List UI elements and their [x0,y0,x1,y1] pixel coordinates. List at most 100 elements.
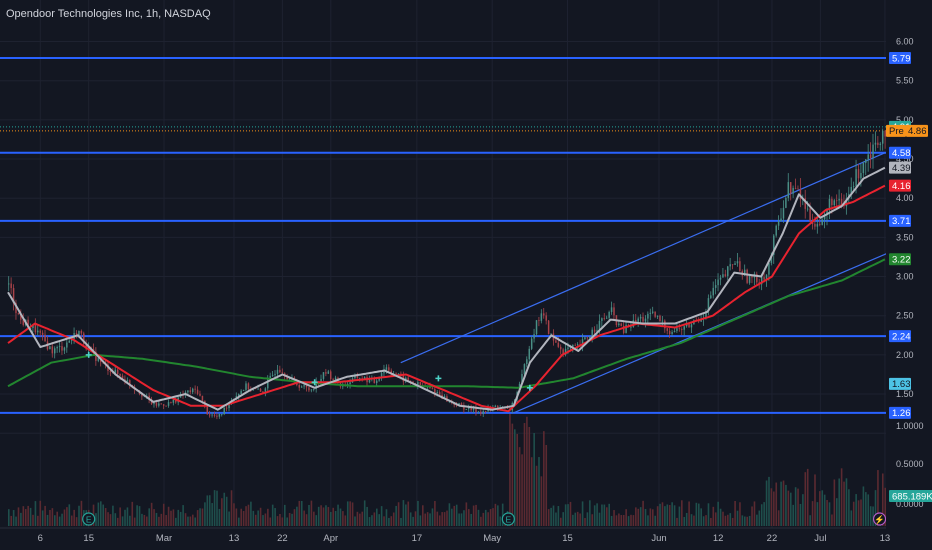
candle-body [470,406,472,411]
candle-body [397,373,400,375]
volume-bar [446,510,448,526]
volume-bar [162,503,165,526]
price-badge-label: 685.189K [892,491,932,502]
time-axis-tick-label: 12 [713,533,724,544]
candle-body [334,377,337,380]
volume-bar [116,517,119,526]
candle-body [700,319,702,322]
candle-body [877,142,879,145]
volume-bar [12,510,15,526]
volume-bar [714,512,717,526]
candle-body [678,328,681,330]
candle-body [826,210,828,215]
candle-body [15,303,17,314]
candle-body [438,392,441,395]
candle-body [562,349,564,355]
volume-bar [671,502,673,526]
volume-bar [126,507,129,526]
horizontal-levels[interactable] [0,57,886,414]
volume-bar [397,502,400,526]
volume-bar [806,468,809,526]
volume-bar [296,506,298,526]
candle-body [668,330,671,334]
candle-body [855,169,857,187]
candle-body [506,407,509,409]
candle-body [596,330,598,332]
candle-body [862,162,865,174]
volume-bar [451,508,453,526]
volume-bar [175,517,177,526]
candle-body [867,154,869,160]
volume-bar [337,504,339,526]
price-axis[interactable]: 6.00 5.50 5.00 4.50 4.00 3.50 3.00 2.50 2.00 1.50… [886,0,932,550]
volume-bar [288,512,291,526]
candle-body [378,378,380,381]
candle-body [37,330,39,333]
volume-bar [155,512,158,526]
volume-bar [133,517,136,526]
volume-bar [66,507,68,526]
candle-body [175,399,177,403]
volume-bar [543,431,545,526]
candle-body [852,186,855,187]
candle-body [223,407,225,415]
volume-bar [729,513,732,526]
price-axis-tick-label: 2.50 [896,311,914,321]
volume-bar [848,489,850,526]
candle-body [221,414,223,415]
candle-body [618,323,620,326]
volume-bar [99,501,102,526]
volume-bar [821,490,824,526]
volume-bar [717,501,719,526]
event-badges[interactable]: E E ⚡ [82,512,887,526]
volume-bar [702,516,705,526]
candle-body [472,407,475,411]
trend-channel[interactable] [400,152,913,414]
volume-bar [405,504,407,526]
candle-body [303,385,305,387]
candle-body [78,330,80,338]
volume-bar [276,516,279,526]
volume-bar [523,423,526,526]
volume-bar [746,516,749,526]
volume-bar [259,507,262,526]
candle-body [656,315,659,317]
candle-body [845,198,848,207]
candle-body [821,219,823,225]
volume-bar [184,513,187,526]
volume-bar [407,501,410,526]
time-axis[interactable]: 6 15 Mar 13 22 Apr 17 May 15 Jun 12 22 Jul 13 [0,527,890,544]
candle-body [714,285,717,288]
volume-bar [632,515,635,526]
candle-body [865,159,867,163]
candle-body [632,320,635,327]
candle-body [267,379,269,389]
candle-body [240,390,242,395]
candle-body [719,277,722,280]
candle-body [780,218,782,222]
candle-body [288,378,291,380]
volume-bar [576,511,579,526]
candle-body [475,407,477,413]
volume-bar [366,506,368,526]
volume-bar [835,498,838,526]
moving-averages [7,166,886,413]
candle-body [642,316,644,322]
price-axis-background [886,0,932,550]
candle-body [809,208,811,222]
volume-bar [724,515,727,526]
volume-bar [191,514,194,526]
volume-bar [225,496,228,526]
candle-body [460,403,463,406]
volume-bar [196,510,199,526]
channel-line [400,152,886,364]
candle-body [869,154,872,159]
volume-bar [8,509,10,526]
volume-bar [661,502,664,526]
candle-body [494,405,497,408]
time-axis-tick-label: 22 [277,533,288,544]
volume-bar [194,517,197,526]
volume-bar [535,465,538,526]
candle-body [654,311,656,317]
